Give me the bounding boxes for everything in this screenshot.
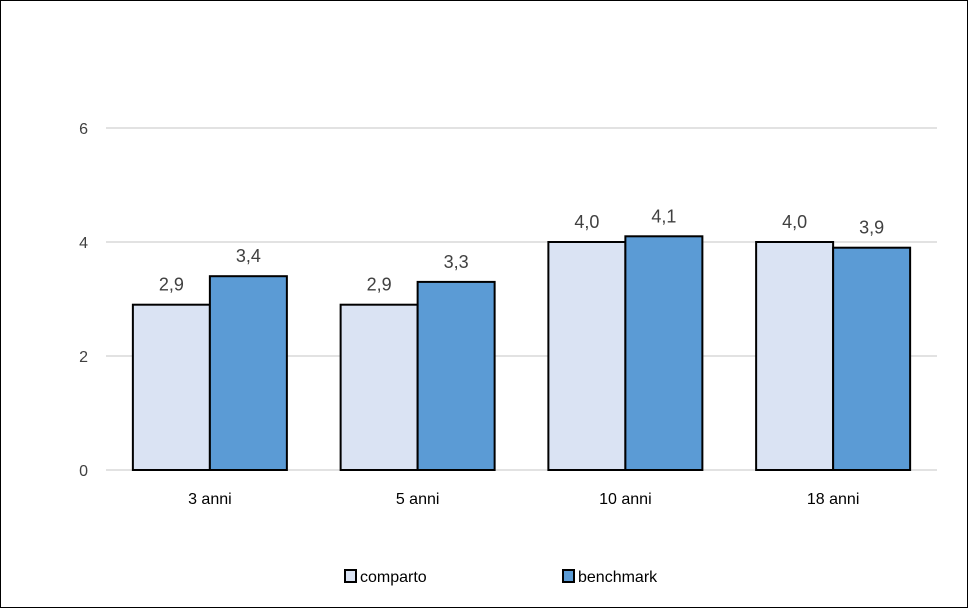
x-tick-label-10-anni: 10 anni — [599, 491, 652, 508]
bars — [131, 235, 912, 472]
x-tick-label-5-anni: 5 anni — [396, 491, 440, 508]
data-label-comparto-18-anni: 4,0 — [782, 212, 807, 232]
legend-label-benchmark: benchmark — [578, 569, 658, 586]
y-axis-tick-labels: 0 2 4 6 — [79, 121, 88, 480]
data-label-comparto-10-anni: 4,0 — [574, 212, 599, 232]
bar-benchmark-10-anni — [624, 235, 704, 471]
bar-comparto-18-anni — [755, 241, 835, 471]
x-tick-label-3-anni: 3 anni — [188, 491, 232, 508]
legend-swatch-benchmark — [562, 569, 575, 583]
x-axis-category-labels: 3 anni 5 anni 10 anni 18 anni — [188, 491, 859, 508]
legend: comparto benchmark — [344, 569, 658, 586]
y-tick-label-6: 6 — [79, 121, 88, 138]
data-label-benchmark-10-anni: 4,1 — [651, 206, 676, 226]
bar-comparto-5-anni — [339, 303, 419, 472]
bar-benchmark-5-anni — [416, 280, 496, 471]
legend-label-comparto: comparto — [360, 569, 427, 586]
data-label-comparto-5-anni: 2,9 — [367, 275, 392, 295]
y-tick-label-0: 0 — [79, 463, 88, 480]
x-tick-label-18-anni: 18 anni — [807, 491, 860, 508]
y-tick-label-2: 2 — [79, 349, 88, 366]
legend-swatch-comparto — [344, 569, 357, 583]
data-label-benchmark-3-anni: 3,4 — [236, 246, 261, 266]
data-label-benchmark-18-anni: 3,9 — [859, 218, 884, 238]
data-label-benchmark-5-anni: 3,3 — [444, 252, 469, 272]
bar-comparto-3-anni — [131, 303, 211, 472]
bar-benchmark-18-anni — [832, 246, 912, 471]
data-label-comparto-3-anni: 2,9 — [159, 275, 184, 295]
data-labels: 2,9 3,4 2,9 3,3 4,0 4,1 4,0 3,9 — [159, 206, 884, 294]
bar-comparto-10-anni — [547, 241, 627, 471]
y-tick-label-4: 4 — [79, 235, 88, 252]
bar-benchmark-3-anni — [208, 275, 288, 472]
